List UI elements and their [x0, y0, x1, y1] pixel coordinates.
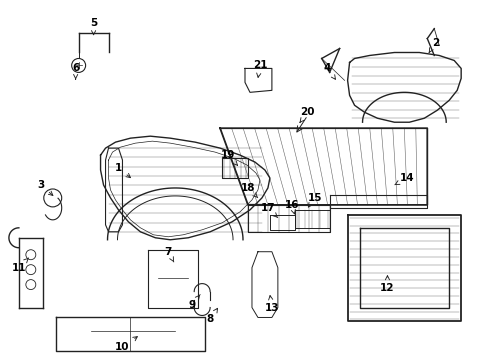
Text: 4: 4	[324, 63, 335, 79]
Text: 11: 11	[12, 258, 29, 273]
Text: 13: 13	[264, 296, 279, 312]
Text: 10: 10	[115, 337, 137, 352]
Text: 8: 8	[206, 309, 217, 324]
Text: 16: 16	[284, 200, 299, 214]
Text: 21: 21	[252, 60, 266, 77]
Text: 19: 19	[221, 150, 237, 165]
Text: 12: 12	[379, 276, 394, 293]
Text: 1: 1	[115, 163, 130, 177]
Text: 2: 2	[428, 37, 438, 53]
Text: 18: 18	[240, 183, 257, 198]
Text: 15: 15	[307, 193, 321, 207]
Text: 20: 20	[299, 107, 314, 122]
Text: 6: 6	[72, 63, 79, 79]
Text: 17: 17	[260, 203, 277, 218]
Text: 3: 3	[37, 180, 53, 195]
Text: 14: 14	[394, 173, 414, 185]
Text: 5: 5	[90, 18, 97, 35]
Text: 7: 7	[164, 247, 173, 262]
Text: 9: 9	[188, 294, 200, 310]
